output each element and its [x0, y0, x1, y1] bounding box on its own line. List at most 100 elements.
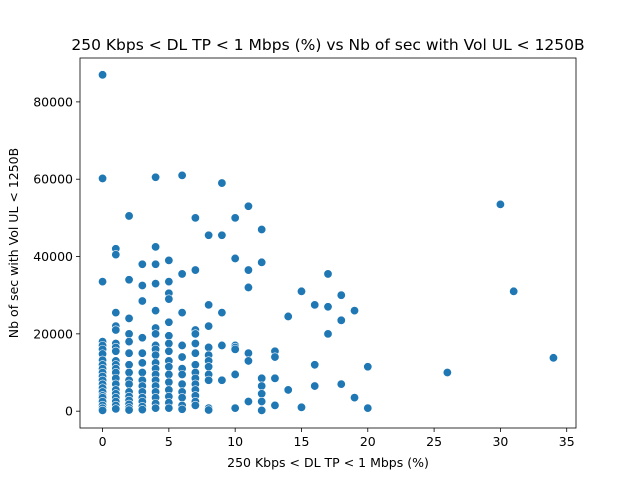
x-tick-label: 30 — [492, 434, 508, 449]
scatter-point — [190, 360, 200, 370]
scatter-point — [124, 360, 134, 370]
scatter-point — [336, 315, 346, 325]
scatter-point — [257, 257, 267, 267]
scatter-point — [190, 265, 200, 275]
y-tick-label: 40000 — [33, 249, 73, 264]
scatter-point — [257, 381, 267, 391]
scatter-point — [323, 269, 333, 279]
scatter-point — [124, 368, 134, 378]
scatter-point — [296, 402, 306, 412]
scatter-point — [177, 269, 187, 279]
scatter-point — [296, 286, 306, 296]
scatter-point — [177, 170, 187, 180]
y-tick-label: 80000 — [33, 94, 73, 109]
scatter-point — [151, 259, 161, 269]
scatter-point — [164, 255, 174, 265]
scatter-point — [204, 405, 214, 415]
scatter-point — [111, 325, 121, 335]
scatter-point — [323, 329, 333, 339]
scatter-point — [190, 329, 200, 339]
scatter-point — [151, 279, 161, 289]
x-tick-label: 0 — [99, 434, 107, 449]
scatter-point — [217, 375, 227, 385]
scatter-point — [204, 321, 214, 331]
scatter-point — [270, 352, 280, 362]
y-tick-label: 60000 — [33, 172, 73, 187]
scatter-point — [336, 379, 346, 389]
scatter-point — [137, 358, 147, 368]
scatter-point — [124, 405, 134, 415]
y-tick-label: 0 — [65, 404, 73, 419]
scatter-point — [270, 373, 280, 383]
scatter-point — [164, 346, 174, 356]
scatter-point — [98, 173, 108, 183]
scatter-point — [137, 333, 147, 343]
scatter-point — [548, 353, 558, 363]
scatter-point — [204, 300, 214, 310]
scatter-point — [164, 377, 174, 387]
scatter-point — [257, 389, 267, 399]
scatter-point — [177, 379, 187, 389]
scatter-point — [442, 368, 452, 378]
scatter-point — [310, 360, 320, 370]
scatter-point — [243, 201, 253, 211]
scatter-point — [164, 369, 174, 379]
scatter-point — [164, 362, 174, 372]
scatter-point — [243, 282, 253, 292]
scatter-point — [124, 313, 134, 323]
scatter-point — [164, 339, 174, 349]
scatter-point — [230, 344, 240, 354]
scatter-point — [137, 405, 147, 415]
scatter-point — [270, 400, 280, 410]
scatter-point — [98, 70, 108, 80]
scatter-point — [204, 362, 214, 372]
y-tick-label: 20000 — [33, 326, 73, 341]
scatter-point — [230, 253, 240, 263]
scatter-point — [283, 385, 293, 395]
scatter-point — [177, 404, 187, 414]
scatter-point — [164, 317, 174, 327]
scatter-point — [137, 348, 147, 358]
scatter-point — [111, 250, 121, 260]
scatter-point — [204, 342, 214, 352]
x-tick-label: 5 — [165, 434, 173, 449]
scatter-point — [151, 172, 161, 182]
scatter-point — [137, 259, 147, 269]
scatter-point — [151, 329, 161, 339]
scatter-point — [137, 281, 147, 291]
scatter-point — [124, 348, 134, 358]
scatter-point — [204, 230, 214, 240]
plot-frame — [79, 57, 577, 429]
scatter-point — [124, 211, 134, 221]
scatter-point — [151, 403, 161, 413]
scatter-point — [124, 379, 134, 389]
scatter-point — [111, 404, 121, 414]
scatter-point — [257, 397, 267, 407]
scatter-point — [310, 300, 320, 310]
scatter-point — [217, 230, 227, 240]
scatter-point — [363, 362, 373, 372]
scatter-point — [230, 403, 240, 413]
scatter-point — [243, 397, 253, 407]
scatter-point — [111, 308, 121, 318]
scatter-point — [164, 331, 174, 341]
scatter-point — [190, 348, 200, 358]
x-tick-label: 10 — [227, 434, 243, 449]
scatter-point — [495, 199, 505, 209]
scatter-point — [190, 339, 200, 349]
scatter-point — [177, 308, 187, 318]
scatter-point — [177, 393, 187, 403]
scatter-point — [137, 296, 147, 306]
scatter-point — [177, 352, 187, 362]
scatter-point — [111, 346, 121, 356]
x-tick-label: 25 — [426, 434, 442, 449]
x-tick-label: 35 — [559, 434, 575, 449]
scatter-point — [151, 350, 161, 360]
scatter-point — [124, 329, 134, 339]
scatter-point — [98, 277, 108, 287]
scatter-point — [164, 294, 174, 304]
scatter-point — [124, 275, 134, 285]
scatter-point — [204, 375, 214, 385]
